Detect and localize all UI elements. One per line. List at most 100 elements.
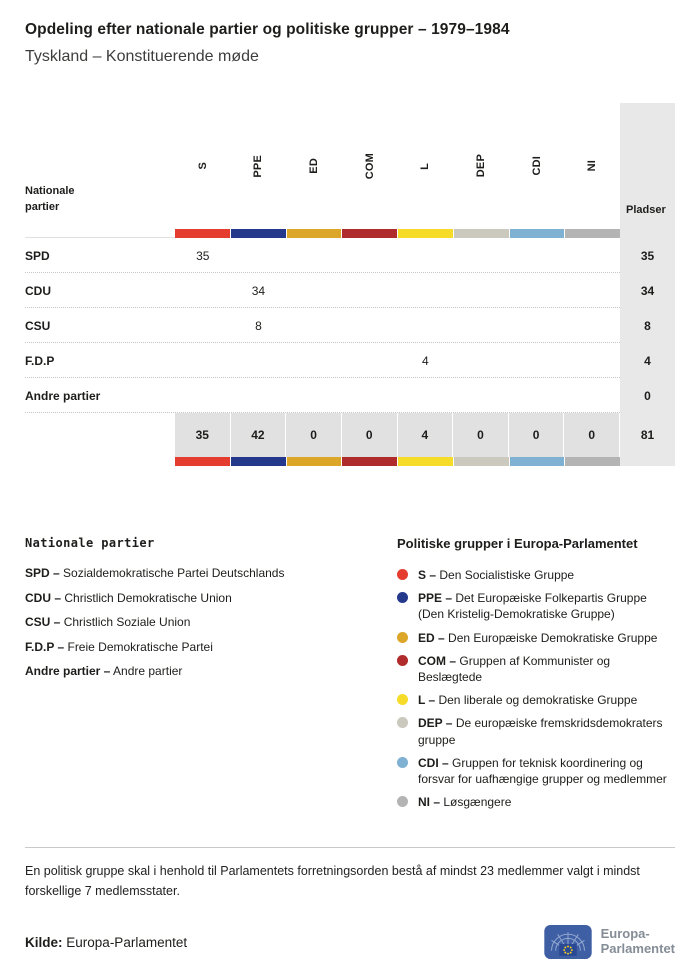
group-code-cdi: CDI <box>530 156 543 176</box>
legend-groups-title: Politiske grupper i Europa-Parlamentet <box>397 536 638 551</box>
cell-f-d-p-com <box>342 343 398 378</box>
seats-column-cell <box>620 229 675 238</box>
party-code-csu: CSU – <box>25 615 61 630</box>
group-legend-text-ni: NI – Løsgængere <box>418 794 511 810</box>
cell-cdu-cdi <box>509 273 565 308</box>
legend-national-title: Nationale partier <box>25 536 155 550</box>
page-subtitle: Tyskland – Konstituerende møde <box>25 48 259 65</box>
seats-andre-partier: 0 <box>620 378 675 413</box>
political-groups-list: S – Den Socialistiske Gruppe PPE – Det Eu… <box>397 567 675 810</box>
group-legend-item-dep: DEP – De europæiske fremskridsdemokrater… <box>397 715 675 747</box>
party-code-cdu: CDU – <box>25 590 62 605</box>
total-ed: 0 <box>286 413 342 457</box>
group-code-label-ni: NI – <box>418 795 441 810</box>
party-name-andre-partier: Andre partier <box>25 388 101 403</box>
group-colorbar-bottom-ed <box>286 457 343 466</box>
cell-cdu-ni <box>564 273 620 308</box>
national-party-item-andre-partier: Andre partier – Andre partier <box>25 664 397 680</box>
national-party-item-cdu: CDU – Christlich Demokratische Union <box>25 591 397 607</box>
party-row-spd: SPD 35 35 <box>25 238 675 273</box>
national-party-item-spd: SPD – Sozialdemokratische Partei Deutsch… <box>25 566 397 582</box>
group-colorbar-bottom-ni <box>565 457 620 466</box>
legend-dot-l <box>397 694 408 706</box>
cell-f-d-p-dep <box>453 343 509 378</box>
group-legend-item-com: COM – Gruppen af Kommunister og Beslægte… <box>397 653 675 685</box>
seats-csu: 8 <box>620 308 675 343</box>
legend-dot-ed <box>397 631 408 643</box>
source: Kilde: Europa-Parlamentet <box>25 935 187 950</box>
seats-cdu: 34 <box>620 273 675 308</box>
group-code-label-cdi: CDI – <box>418 755 449 770</box>
cell-andre-partier-ppe <box>231 378 287 413</box>
group-code-label-ppe: PPE – <box>418 591 453 606</box>
cell-cdu-s <box>175 273 231 308</box>
group-code-s: S <box>196 162 209 170</box>
party-row-andre-partier: Andre partier 0 <box>25 378 675 413</box>
group-legend-item-cdi: CDI – Gruppen for teknisk koordinering o… <box>397 755 675 787</box>
ep-logo-icon <box>543 925 592 959</box>
ep-logo: Europa- Parlamentet <box>543 925 675 959</box>
footer: Kilde: Europa-Parlamentet <box>25 925 675 959</box>
party-desc-andre-partier: Andre partier <box>113 664 183 679</box>
group-colorbar-dep <box>453 229 510 238</box>
ep-logo-text: Europa- Parlamentet <box>601 926 675 957</box>
seats-f-d-p: 4 <box>620 343 675 378</box>
group-colorbar-cdi <box>509 229 566 238</box>
cell-andre-partier-com <box>342 378 398 413</box>
legend-dot-com <box>397 654 408 666</box>
group-colorbar-s <box>175 229 231 238</box>
group-colorbar-bottom-ppe <box>230 457 287 466</box>
group-header-l: L <box>398 103 454 229</box>
group-colorbars-bottom <box>175 457 620 466</box>
cell-andre-partier-s <box>175 378 231 413</box>
seats-header: Pladser <box>620 103 675 229</box>
group-legend-item-s: S – Den Socialistiske Gruppe <box>397 567 675 583</box>
cell-csu-ed <box>286 308 342 343</box>
cell-cdu-dep <box>453 273 509 308</box>
group-legend-item-l: L – Den liberale og demokratiske Gruppe <box>397 692 675 708</box>
party-name-spd: SPD <box>25 248 50 263</box>
cell-spd-s: 35 <box>196 248 210 263</box>
group-colorbar-bottom-com <box>342 457 398 466</box>
party-row-f-d-p: F.D.P 4 4 <box>25 343 675 378</box>
cell-cdu-l <box>398 273 454 308</box>
group-colorbars <box>175 229 620 238</box>
cell-spd-ni <box>564 238 620 273</box>
totals-cells: 35 42 0 0 4 0 0 0 <box>175 413 620 457</box>
cell-csu-cdi <box>509 308 565 343</box>
legend-dot-ni <box>397 796 408 808</box>
group-code-ed: ED <box>308 158 321 174</box>
group-header-ni: NI <box>564 103 620 229</box>
group-legend-text-s: S – Den Socialistiske Gruppe <box>418 567 574 583</box>
group-code-ni: NI <box>586 160 599 172</box>
group-legend-text-dep: DEP – De europæiske fremskridsdemokrater… <box>418 715 675 747</box>
totals-row-spacer <box>25 413 175 457</box>
group-desc-s: Den Socialistiske Gruppe <box>439 568 575 582</box>
group-colorbar-ni <box>565 229 620 238</box>
group-code-label-s: S – <box>418 568 437 582</box>
cell-spd-ppe <box>231 238 287 273</box>
group-colorbar-com <box>342 229 398 238</box>
page-title: Opdeling efter nationale partier og poli… <box>25 21 510 38</box>
colorbar-row-spacer <box>25 229 175 238</box>
footnote: En politisk gruppe skal i henhold til Pa… <box>25 847 675 901</box>
party-name-cdu: CDU <box>25 283 51 298</box>
group-colorbar-bottom-dep <box>453 457 510 466</box>
group-code-com: COM <box>363 152 376 180</box>
group-header-dep: DEP <box>453 103 509 229</box>
cell-f-d-p-cdi <box>509 343 565 378</box>
cell-spd-ed <box>286 238 342 273</box>
legend-national-parties: Nationale partier SPD – Sozialdemokratis… <box>25 536 397 817</box>
seats-table: Nationale partier S PPE ED COM L DEP CDI NI Pla… <box>25 103 675 466</box>
group-header-com: COM <box>342 103 398 229</box>
legend-dot-cdi <box>397 756 408 768</box>
group-legend-text-ppe: PPE – Det Europæiske Folkepartis Gruppe … <box>418 590 675 622</box>
group-code-label-ed: ED – <box>418 630 445 645</box>
seats-column-cell <box>620 457 675 466</box>
national-party-item-f-d-p: F.D.P – Freie Demokratische Partei <box>25 640 397 656</box>
cell-f-d-p-l: 4 <box>421 353 429 368</box>
cell-csu-ni <box>564 308 620 343</box>
cell-f-d-p-ed <box>286 343 342 378</box>
cell-cdu-com <box>342 273 398 308</box>
group-colorbar-l <box>398 229 454 238</box>
